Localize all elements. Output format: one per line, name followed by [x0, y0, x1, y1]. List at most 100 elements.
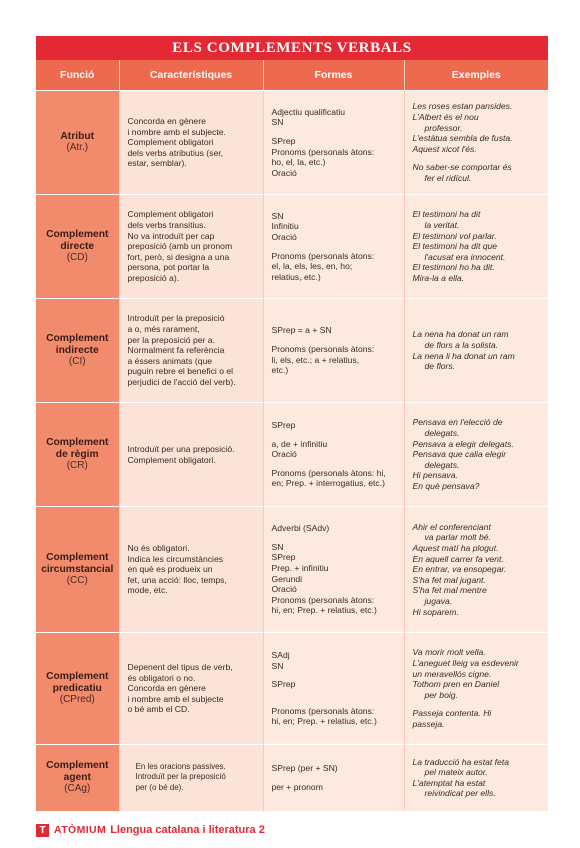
text-line: Introduït per la preposició: [127, 313, 225, 324]
characteristics-cell: Introduït per una preposició. Complement…: [119, 402, 264, 507]
text-line: SN: [271, 210, 284, 221]
spacer: [272, 671, 396, 679]
examples-cell: La traducció ha estat feta pel mateix au…: [404, 744, 548, 811]
table-row: Atribut (Atr.) Concorda en gènere i nomb…: [36, 90, 548, 195]
text-line: Oració: [271, 449, 297, 460]
example-line: L'estàtua sembla de fusta.: [412, 133, 513, 144]
function-cell: Complement circumstancial (CC): [36, 506, 120, 633]
text-line: No és obligatori.: [127, 543, 190, 554]
example-line: El testimoni ha dit que: [412, 241, 498, 252]
example-line: Mira-la a ella.: [412, 272, 465, 283]
text-line: Pronoms (personals àtons:: [271, 343, 375, 354]
forms-cell: SPrep a, de + infinitiu Oració Pronoms (…: [263, 402, 405, 507]
text-line: No va introduït per cap: [127, 230, 215, 241]
example-line: de flors a la solista.: [424, 339, 499, 350]
text-line: SPrep = a + SN: [271, 325, 332, 336]
header-exemples: Exemples: [404, 60, 548, 91]
characteristics-cell: No és obligatori. Indica les circumstànc…: [119, 506, 264, 633]
example-line: El testimoni ho ha dit.: [412, 262, 495, 273]
text-line: a, de + infinitiu: [271, 438, 328, 449]
characteristics-cell: Complement obligatori dels verbs transit…: [119, 194, 264, 299]
examples-cell: La nena ha donat un ram de flors a la so…: [404, 298, 548, 403]
characteristics-cell: Concorda en gènere i nombre amb el subje…: [119, 90, 264, 195]
text-line: SN: [271, 117, 284, 128]
complements-sheet: ELS COMPLEMENTS VERBALS Funció Caracterí…: [36, 36, 548, 811]
text-line: o bé amb el CD.: [127, 704, 190, 715]
example-line: delegats.: [424, 459, 460, 470]
text-line: hi, en; Prep. + relatius, etc.): [271, 716, 377, 727]
table-row: Complement agent (CAg) En les oracions p…: [36, 744, 548, 811]
function-name: Complement agent: [46, 760, 109, 783]
characteristics-cell: Depenent del tipus de verb, és obligator…: [119, 632, 264, 745]
spacer: [272, 698, 396, 706]
publisher-name: ATÒMIUM: [54, 824, 107, 836]
header-caracteristiques: Característiques: [119, 60, 264, 91]
example-line: fer el ridícul.: [424, 172, 472, 183]
text-line: Complement obligatori: [127, 137, 214, 148]
text-line: relatius, etc.): [271, 271, 321, 282]
function-abbr: (CAg): [64, 783, 91, 795]
example-line: va parlar molt bé.: [424, 532, 491, 543]
example-line: Les roses estan pansides.: [412, 101, 513, 112]
example-line: professor.: [424, 122, 463, 133]
text-line: ho, el, la, etc.): [271, 157, 326, 168]
examples-cell: Les roses estan pansides. L'Albert és el…: [404, 90, 548, 195]
spacer: [272, 774, 396, 782]
spacer: [272, 690, 396, 698]
function-name: Complement directe: [46, 229, 109, 252]
text-line: Gerundi: [271, 573, 303, 584]
example-line: L'atemptat ha estat: [412, 777, 486, 788]
example-line: Ahir el conferenciant: [412, 521, 491, 532]
example-line: En què pensava?: [412, 480, 480, 491]
example-line: Aquest xicot l'és.: [412, 143, 477, 154]
function-abbr: (CPred): [59, 694, 95, 705]
function-cell: Complement indirecte (CI): [36, 298, 120, 403]
text-line: SPrep (per + SN): [271, 763, 338, 774]
function-abbr: (CD): [66, 252, 88, 263]
text-line: SN: [271, 660, 284, 671]
example-line: L'aneguet lleig va esdevenir: [412, 658, 519, 669]
text-line: Complement obligatori.: [127, 454, 216, 465]
text-line: Indica les circumstàncies: [127, 553, 224, 564]
text-line: Concorda en gènere: [127, 116, 206, 127]
function-abbr: (CC): [66, 575, 88, 586]
page-title: ELS COMPLEMENTS VERBALS: [36, 36, 548, 60]
function-cell: Complement agent (CAg): [36, 744, 120, 811]
example-line: L'Albert és el nou: [412, 112, 479, 123]
spacer: [272, 460, 396, 468]
example-line: un meravellós cigne.: [412, 668, 492, 679]
spacer: [272, 534, 396, 542]
spacer: [272, 128, 396, 136]
text-line: el, la, els, les, en, ho;: [271, 261, 353, 272]
text-line: a éssers animats (que: [127, 355, 213, 366]
example-line: jugava.: [424, 595, 453, 606]
header-formes: Formes: [263, 60, 405, 91]
examples-cell: Pensava en l'elecció de delegats. Pensav…: [404, 402, 548, 507]
example-line: la veritat.: [424, 220, 460, 231]
table-row: Complement predicatiu (CPred) Depenent d…: [36, 632, 548, 745]
text-line: Complement obligatori: [127, 209, 214, 220]
function-cell: Atribut (Atr.): [36, 90, 120, 195]
text-line: fet, una acció: lloc, temps,: [127, 574, 227, 585]
spacer: [272, 431, 396, 439]
example-line: S'ha fet mal mentre: [412, 585, 487, 596]
header-funcio: Funció: [36, 60, 120, 91]
text-line: puguin rebre el benefici o el: [127, 366, 234, 377]
publisher-logo-icon: T: [36, 823, 49, 837]
text-line: Infinitiu: [271, 221, 299, 232]
text-line: Oració: [271, 231, 297, 242]
text-line: per + pronom: [271, 781, 323, 792]
text-line: dels verbs atributius (ser,: [127, 147, 224, 158]
example-line: El testimoni ha dit: [412, 209, 481, 220]
text-line: i nombre amb el subjecte: [127, 693, 224, 704]
example-line: La traducció ha estat feta: [412, 756, 510, 767]
text-line: Prep. + infinitiu: [271, 562, 329, 573]
example-line: Aquest matí ha plogut.: [412, 543, 499, 554]
example-line: No saber-se comportar és: [412, 162, 512, 173]
text-line: dels verbs transitius.: [127, 220, 206, 231]
text-line: Pronoms (personals àtons:: [271, 146, 375, 157]
examples-cell: Va morir molt vella. L'aneguet lleig va …: [404, 632, 548, 745]
forms-cell: SN Infinitiu Oració Pronoms (personals à…: [263, 194, 405, 299]
example-line: de flors.: [424, 361, 456, 372]
text-line: Pronoms (personals àtons:: [271, 705, 375, 716]
